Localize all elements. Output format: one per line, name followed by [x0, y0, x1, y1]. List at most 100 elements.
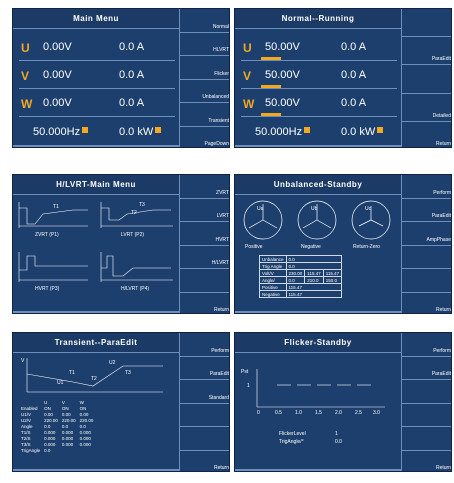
level-bar: [261, 85, 281, 88]
paraedit-button[interactable]: ParaEdit: [180, 357, 229, 380]
normal-button[interactable]: Normal: [180, 9, 229, 33]
trig-angle-value[interactable]: 0.0: [285, 262, 343, 270]
zvrt-button[interactable]: ZVRT: [180, 175, 229, 199]
y-axis-label: Pst: [241, 369, 249, 375]
return-button[interactable]: Return: [213, 307, 229, 313]
empty-button[interactable]: [180, 404, 229, 427]
hlvrt-button[interactable]: H/LVRT: [180, 246, 229, 269]
main-menu-screen: Main Menu U 0.00V 0.0 A V 0.00V 0.0 A W …: [12, 8, 230, 148]
return-button[interactable]: Return: [435, 465, 451, 471]
return-button[interactable]: Return: [435, 307, 451, 313]
unbalance-value[interactable]: 0.0: [285, 255, 343, 263]
perform-button[interactable]: Perform: [402, 175, 451, 199]
divider: [401, 9, 402, 147]
paraedit-button[interactable]: ParaEdit: [402, 357, 451, 380]
table-row: U2/V 220.00 220.00 220.00: [21, 417, 94, 423]
x-tick: 1.0: [295, 410, 302, 416]
standard-button[interactable]: Standard: [180, 380, 229, 404]
phase-label: W: [21, 97, 33, 111]
empty-button[interactable]: [402, 380, 451, 404]
level-bar: [261, 113, 281, 116]
t-label: T3: [139, 202, 145, 208]
phase-row-v: V 50.00V 0.0 A: [241, 63, 397, 89]
lvrt-button[interactable]: LVRT: [180, 199, 229, 222]
pagedown-button[interactable]: PageDown: [204, 141, 229, 147]
flicker-graph: Pst 1 0 0.5 1.0 1.5 2.0 2.5 3.0: [241, 369, 385, 416]
flicker-screen: Flicker-Standby Pst 1 0 0.5 1.0 1.5 2.0 …: [234, 332, 452, 472]
x-tick: 0.5: [275, 410, 282, 416]
frequency-value: 50.000Hz: [255, 126, 311, 138]
lock-icon: [304, 127, 311, 133]
graph-label: HVRT (P3): [35, 286, 60, 292]
paraedit-button[interactable]: ParaEdit: [402, 199, 451, 222]
return-button[interactable]: Return: [213, 465, 229, 471]
graph-label: U2: [109, 360, 116, 366]
divider: [235, 311, 401, 313]
circle-label: Return-Zero: [353, 244, 380, 250]
flicker-level-label: FlickerLevel: [279, 431, 306, 437]
divider: [235, 469, 401, 471]
perform-button[interactable]: Perform: [402, 333, 451, 357]
screen-title: Transient--ParaEdit: [13, 333, 179, 353]
table-row: Positive 115.47: [259, 283, 343, 291]
empty-button[interactable]: [180, 269, 229, 293]
divider: [401, 333, 402, 471]
side-menu: Perform ParaEdit AmpPhase Return: [402, 175, 451, 313]
current-value: 0.0 A: [341, 69, 367, 81]
hlvrt-button[interactable]: HLVRT: [180, 33, 229, 56]
y-axis-label: 1: [247, 383, 250, 389]
empty-button[interactable]: [180, 427, 229, 451]
frequency-value: 50.000Hz: [33, 126, 89, 138]
side-menu: Perform ParaEdit Standard Return: [180, 333, 229, 471]
circle-label: Positive: [245, 244, 263, 250]
detailed-button[interactable]: Detailed: [402, 94, 451, 122]
empty-button[interactable]: [402, 269, 451, 293]
flicker-level-value[interactable]: 1: [335, 431, 338, 437]
empty-button[interactable]: [402, 404, 451, 427]
empty-button[interactable]: [402, 9, 451, 38]
perform-button[interactable]: Perform: [180, 333, 229, 357]
flicker-button[interactable]: Flicker: [180, 56, 229, 80]
table-row: Trig Angle 0.0: [259, 262, 343, 270]
empty-button[interactable]: [402, 427, 451, 451]
trig-angle-value[interactable]: 0.0: [335, 439, 342, 445]
empty-button[interactable]: [402, 246, 451, 269]
voltage-value: 0.00V: [43, 97, 72, 109]
table-row: TrigAngle 0.0: [21, 447, 51, 453]
divider: [13, 145, 179, 147]
voltage-value: 0.00V: [43, 41, 72, 53]
circle-label: Negative: [301, 244, 321, 250]
current-value: 0.0 A: [119, 97, 145, 109]
current-value: 0.0 A: [119, 41, 145, 53]
graph-label: T2: [91, 376, 97, 382]
table-row: Negative 115.47: [259, 290, 343, 298]
screen-title: Flicker-Standby: [235, 333, 401, 353]
return-button[interactable]: Return: [435, 141, 451, 148]
screen-title: Unbalanced-Standby: [235, 175, 401, 195]
phase-label: U: [21, 41, 30, 55]
paraedit-button[interactable]: ParaEdit: [402, 37, 451, 66]
empty-button[interactable]: [402, 65, 451, 94]
table-row: Enabled ON ON ON: [21, 405, 87, 411]
x-tick: 3.0: [373, 410, 380, 416]
lock-icon: [82, 127, 89, 133]
divider: [179, 333, 180, 471]
phase-row-v: V 0.00V 0.0 A: [19, 63, 175, 89]
transient-graph: V U1 U2 T1 T2 T3: [21, 358, 163, 393]
lock-icon: [377, 127, 384, 133]
x-tick: 2.0: [335, 410, 342, 416]
voltage-value: 50.00V: [265, 41, 300, 53]
normal-running-screen: Normal--Running U 50.00V 0.0 A V 50.00V …: [234, 8, 452, 148]
unbalanced-button[interactable]: Unbalanced: [180, 80, 229, 103]
power-value: 0.0 kW: [119, 126, 162, 138]
transient-button[interactable]: Transient: [180, 103, 229, 127]
phasor-label: Ua: [257, 206, 264, 212]
ampphase-button[interactable]: AmpPhase: [402, 222, 451, 246]
table-row: U1/V 0.00 0.00 0.00: [21, 411, 89, 417]
hvrt-button[interactable]: HVRT: [180, 222, 229, 246]
unbalanced-screen: Unbalanced-Standby Ua Ub Uc Positive Neg…: [234, 174, 452, 314]
phasor-diagrams: Ua Ub Uc Positive Negative Return-Zero: [243, 200, 391, 250]
phasor-label: Ub: [311, 206, 318, 212]
